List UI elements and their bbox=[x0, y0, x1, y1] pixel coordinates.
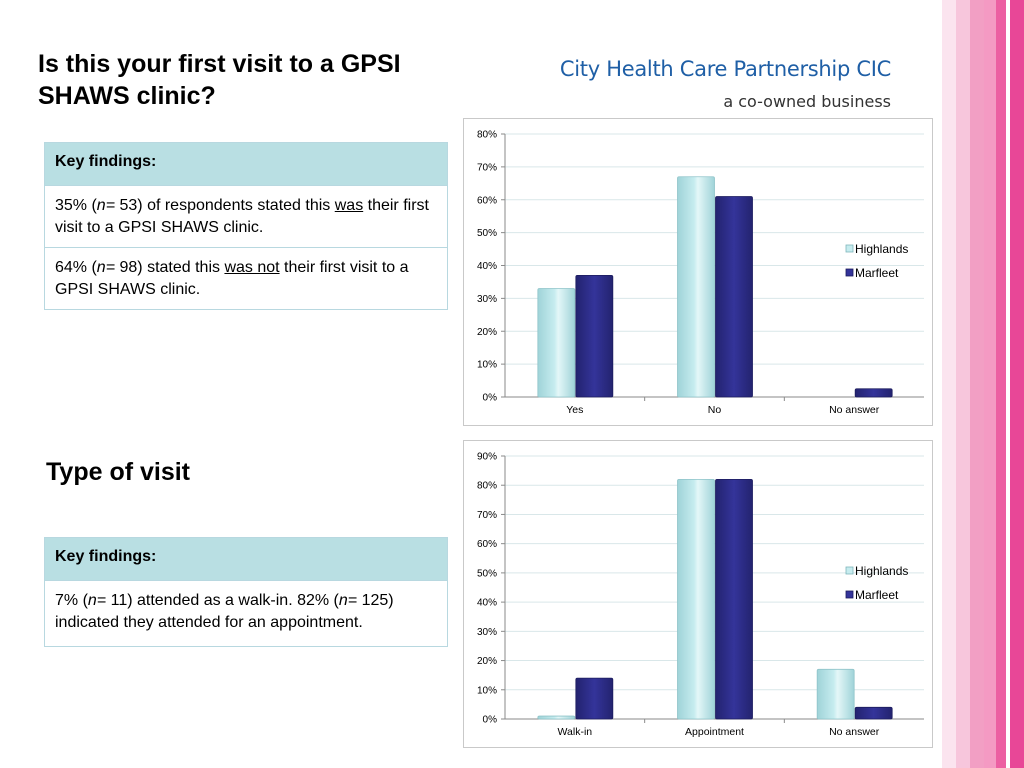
y-tick-label: 50% bbox=[477, 228, 497, 239]
stripe bbox=[1006, 0, 1010, 768]
y-tick-label: 30% bbox=[477, 627, 497, 638]
y-tick-label: 0% bbox=[483, 715, 498, 726]
key-findings-table-1: Key findings: 35% (n= 53) of respondents… bbox=[44, 142, 448, 310]
finding-n: n= bbox=[96, 197, 116, 214]
finding-first-visit-yes: 35% (n= 53) of respondents stated this w… bbox=[44, 185, 448, 248]
finding-text: 11) attended as a walk-in. 82% ( bbox=[106, 592, 339, 609]
finding-text: their first visit to a GPSI SHAWS clinic… bbox=[55, 197, 429, 236]
y-tick-label: 20% bbox=[477, 656, 497, 667]
x-tick-label: Appointment bbox=[685, 726, 744, 738]
stripe bbox=[942, 0, 956, 768]
finding-visit-type: 7% (n= 11) attended as a walk-in. 82% (n… bbox=[44, 580, 448, 647]
x-tick-label: No answer bbox=[829, 726, 880, 738]
y-tick-label: 70% bbox=[477, 510, 497, 521]
key-findings-header: Key findings: bbox=[44, 142, 448, 186]
y-tick-label: 50% bbox=[477, 568, 497, 579]
brand-logo: City Health Care Partnership CIC a co-ow… bbox=[560, 55, 891, 114]
finding-first-visit-no: 64% (n= 98) stated this was not their fi… bbox=[44, 247, 448, 310]
section2-title: Type of visit bbox=[46, 458, 191, 486]
y-tick-label: 60% bbox=[477, 195, 497, 206]
decorative-stripes bbox=[942, 0, 1024, 768]
bar-marfleet-no bbox=[715, 196, 753, 398]
bar-marfleet-no-answer bbox=[854, 388, 893, 398]
x-tick-label: No answer bbox=[829, 404, 880, 416]
x-tick-label: Walk-in bbox=[558, 726, 593, 738]
finding-text: 125) indicated they attended for an appo… bbox=[55, 592, 394, 631]
chart-visit-type: 0% 10% 20% 30% 40% 50% 60% 70% 80% 90% Walk-in Appo… bbox=[463, 440, 933, 748]
legend-label: Marfleet bbox=[855, 266, 899, 280]
stripe bbox=[984, 0, 996, 768]
section1-title: Is this your first visit to a GPSI SHAWS… bbox=[38, 50, 401, 110]
y-tick-label: 80% bbox=[477, 481, 497, 492]
finding-n: n= bbox=[338, 592, 358, 609]
finding-text: 53) of respondents stated this bbox=[115, 197, 335, 214]
chart-first-visit: 0% 10% 20% 30% 40% 50% 60% 70% 80% Yes No No answer… bbox=[463, 118, 933, 426]
key-findings-header: Key findings: bbox=[44, 537, 448, 581]
bar-marfleet-appointment bbox=[715, 478, 753, 720]
legend-label: Marfleet bbox=[855, 588, 899, 602]
finding-text: 35% ( bbox=[55, 197, 97, 214]
finding-text: 98) stated this bbox=[115, 259, 225, 276]
y-tick-label: 70% bbox=[477, 162, 497, 173]
stripe bbox=[996, 0, 1006, 768]
brand-name: City Health Care Partnership CIC bbox=[559, 57, 891, 81]
bar-chart-first-visit: 0% 10% 20% 30% 40% 50% 60% 70% 80% Yes No No answer… bbox=[477, 130, 924, 416]
legend-label: Highlands bbox=[855, 564, 908, 578]
x-tick-label: Yes bbox=[566, 404, 583, 416]
y-tick-label: 20% bbox=[477, 327, 497, 338]
legend-swatch bbox=[845, 566, 854, 575]
finding-text: 7% ( bbox=[55, 592, 88, 609]
legend-label: Highlands bbox=[855, 242, 908, 256]
bar-highlands-appointment bbox=[677, 478, 715, 720]
y-tick-label: 60% bbox=[477, 539, 497, 550]
legend-swatch bbox=[845, 268, 854, 277]
bar-marfleet-walk-in bbox=[575, 677, 614, 720]
bar-highlands-no-answer bbox=[816, 668, 855, 720]
y-tick-label: 0% bbox=[483, 393, 498, 404]
y-tick-label: 80% bbox=[477, 130, 497, 141]
y-tick-label: 40% bbox=[477, 598, 497, 609]
y-tick-label: 40% bbox=[477, 261, 497, 272]
bar-chart-visit-type: 0% 10% 20% 30% 40% 50% 60% 70% 80% 90% Walk-in Appo… bbox=[477, 452, 924, 738]
y-tick-label: 10% bbox=[477, 685, 497, 696]
bar-highlands-walk-in bbox=[537, 715, 576, 720]
bar-highlands-no bbox=[677, 176, 715, 398]
stripe bbox=[956, 0, 970, 768]
legend-swatch bbox=[845, 590, 854, 599]
bar-marfleet-yes bbox=[575, 274, 614, 398]
finding-n: n= bbox=[96, 259, 116, 276]
finding-emphasis: was not bbox=[224, 259, 280, 276]
bar-highlands-yes bbox=[537, 288, 576, 398]
y-tick-label: 90% bbox=[477, 452, 497, 463]
finding-emphasis: was bbox=[334, 197, 364, 214]
y-tick-label: 10% bbox=[477, 360, 497, 371]
legend-swatch bbox=[845, 244, 854, 253]
stripe bbox=[970, 0, 984, 768]
finding-text: their first visit to a GPSI SHAWS clinic… bbox=[55, 259, 409, 298]
key-findings-table-2: Key findings: 7% (n= 11) attended as a w… bbox=[44, 537, 448, 647]
finding-text: 64% ( bbox=[55, 259, 97, 276]
brand-tagline: a co-owned business bbox=[723, 92, 891, 111]
y-tick-label: 30% bbox=[477, 294, 497, 305]
x-tick-label: No bbox=[708, 404, 722, 416]
bar-marfleet-no-answer bbox=[854, 706, 893, 720]
finding-n: n= bbox=[87, 592, 107, 609]
stripe bbox=[1010, 0, 1024, 768]
